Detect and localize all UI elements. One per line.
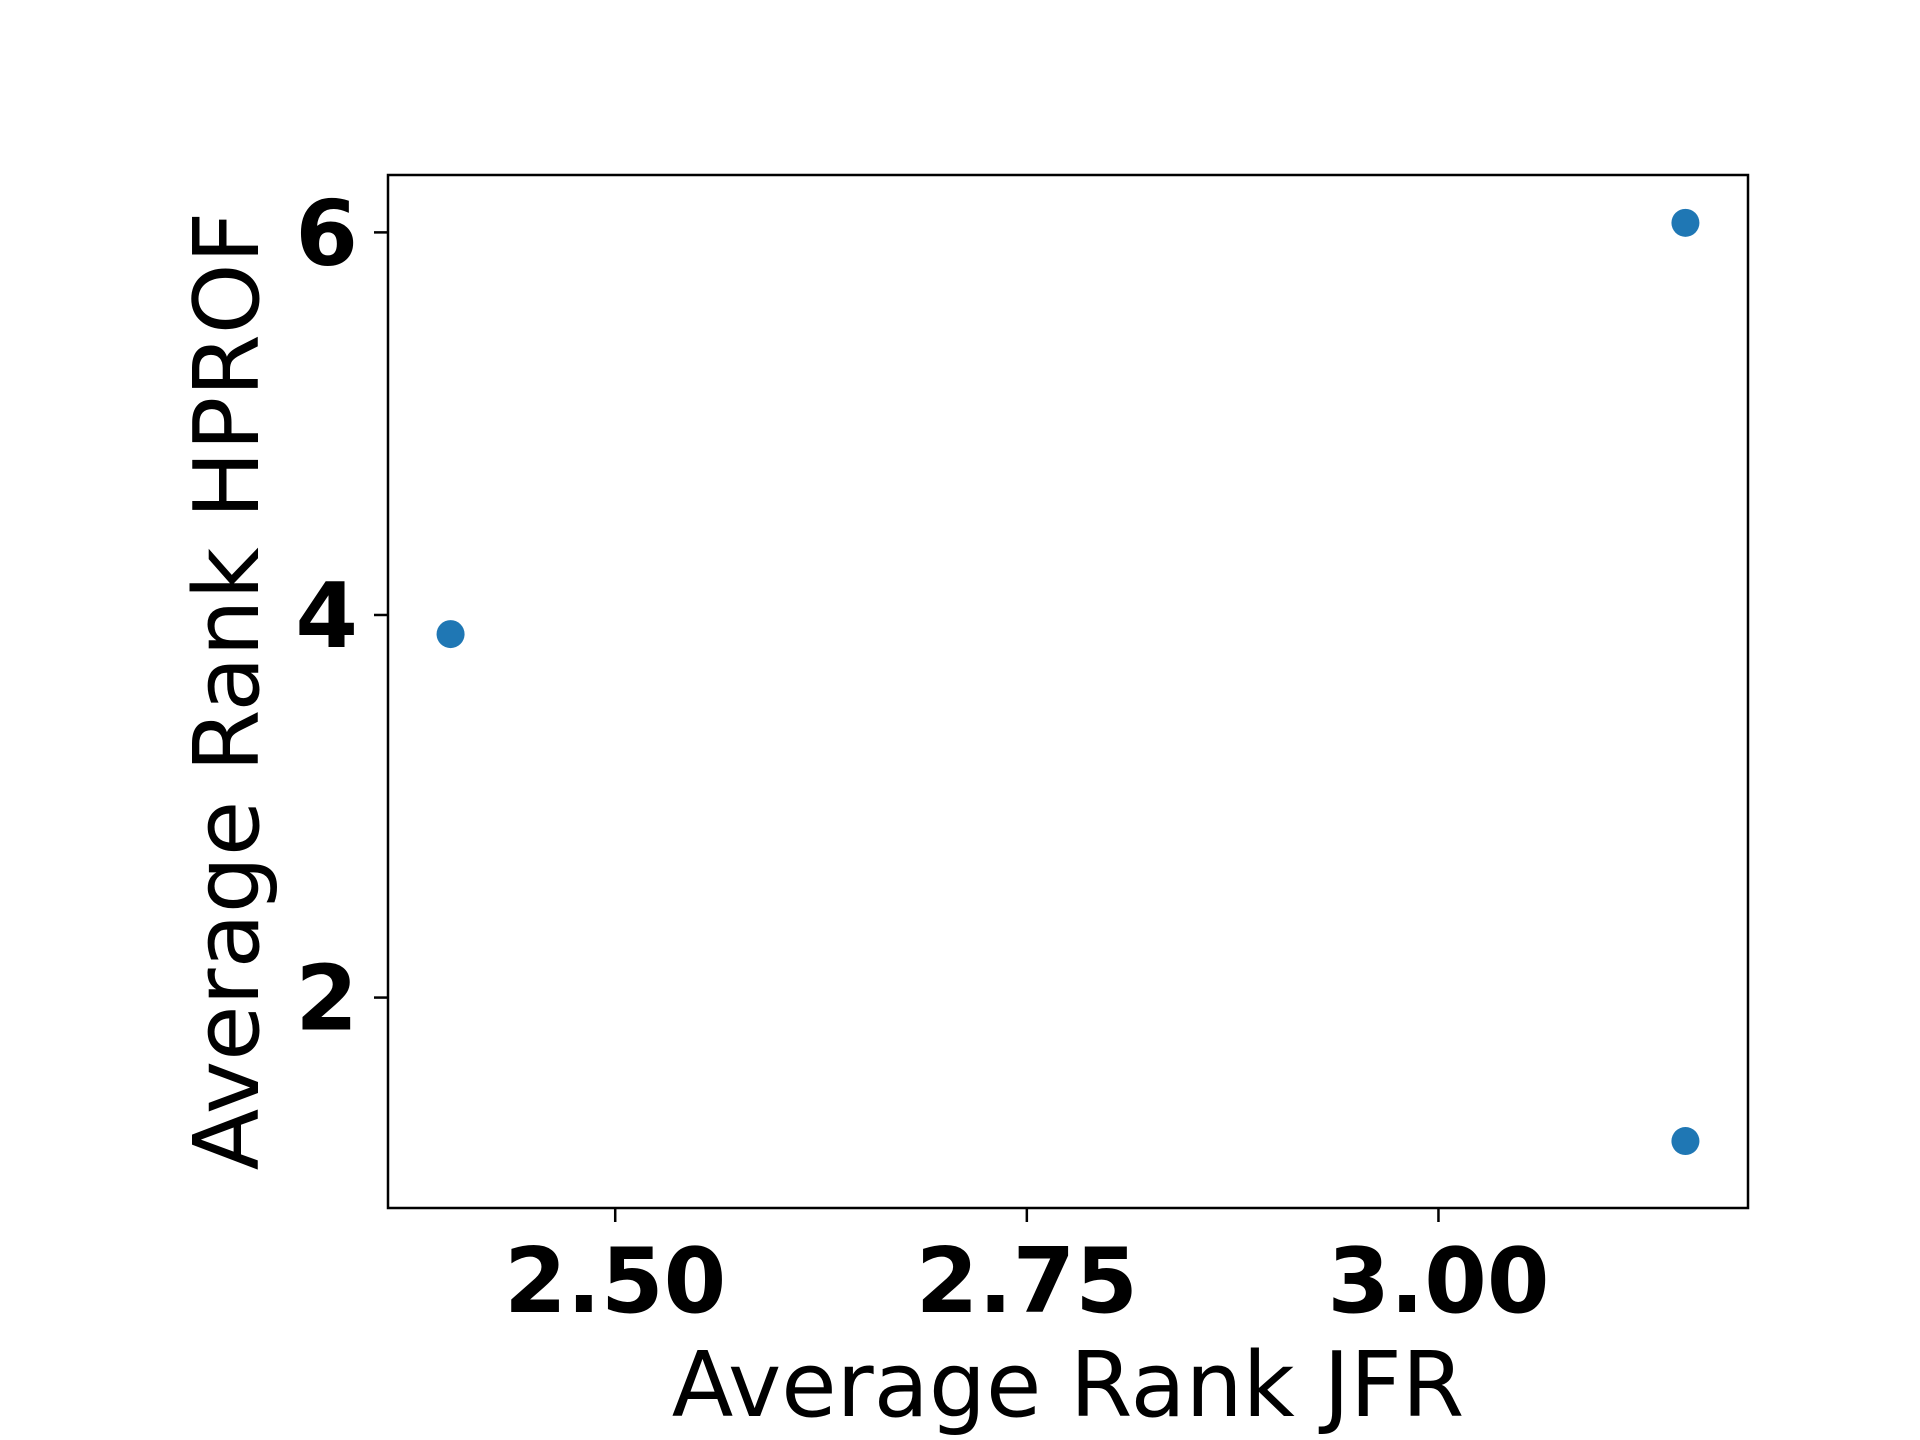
y-tick-label: 6 (295, 181, 358, 286)
x-tick-label: 2.50 (504, 1229, 726, 1334)
data-point (436, 620, 465, 649)
plot-frame (386, 173, 1750, 1210)
y-tick-label: 2 (295, 947, 358, 1052)
x-axis-label: Average Rank JFR (672, 1333, 1465, 1438)
y-axis-ticks: 2 4 6 (295, 181, 388, 1052)
y-axis-label: Average Rank HPROF (175, 212, 280, 1171)
data-point (1671, 208, 1700, 237)
x-tick-label: 2.75 (916, 1229, 1138, 1334)
y-tick-label: 4 (295, 564, 358, 669)
plot-area (436, 208, 1700, 1156)
data-point (1671, 1127, 1700, 1156)
x-tick-label: 3.00 (1327, 1229, 1549, 1334)
x-axis-ticks: 2.50 2.75 3.00 (504, 1208, 1549, 1334)
